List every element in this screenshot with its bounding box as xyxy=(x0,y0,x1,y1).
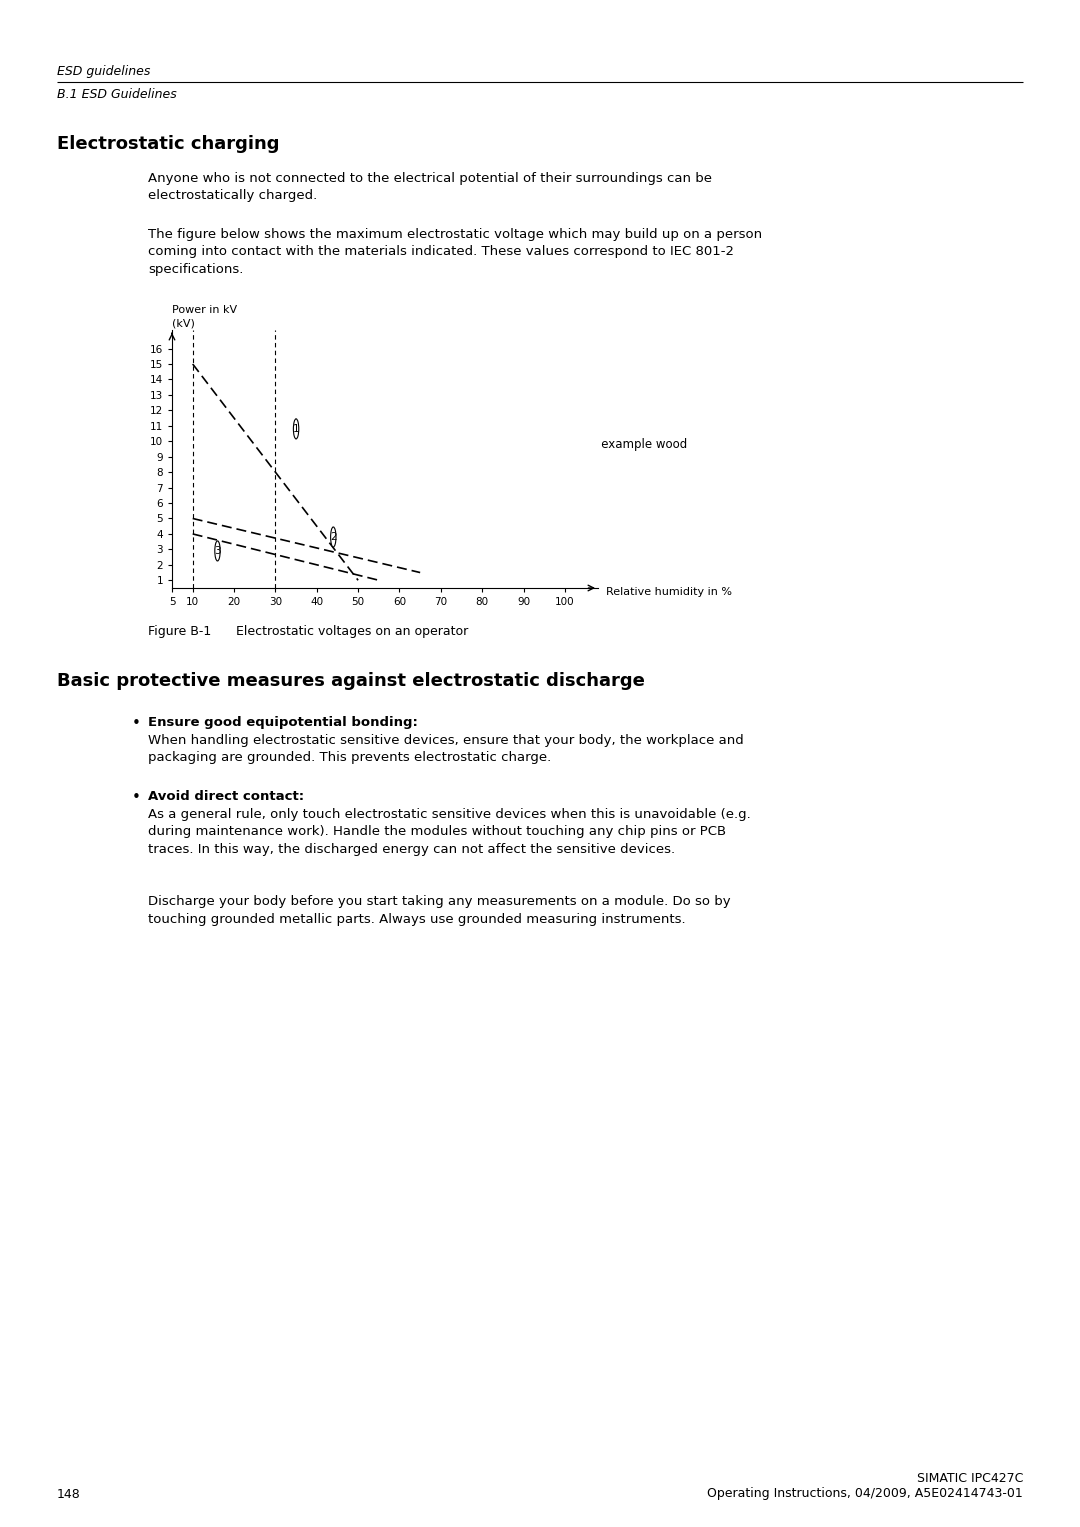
Text: The figure below shows the maximum electrostatic voltage which may build up on a: The figure below shows the maximum elect… xyxy=(148,228,762,276)
Text: 3: 3 xyxy=(446,447,454,457)
Text: SIMATIC IPC427C: SIMATIC IPC427C xyxy=(917,1472,1023,1484)
Circle shape xyxy=(215,541,220,560)
Text: Electrostatic charging: Electrostatic charging xyxy=(57,134,280,153)
Text: •: • xyxy=(132,789,140,805)
Circle shape xyxy=(443,444,457,460)
Circle shape xyxy=(330,527,336,547)
Text: Wool: Wool xyxy=(464,409,492,421)
Text: Relative humidity in %: Relative humidity in % xyxy=(606,586,732,597)
Text: Operating Instructions, 04/2009, A5E02414743-01: Operating Instructions, 04/2009, A5E0241… xyxy=(707,1487,1023,1500)
Text: Avoid direct contact:: Avoid direct contact: xyxy=(148,789,305,803)
Text: 1: 1 xyxy=(293,425,299,434)
Text: As a general rule, only touch electrostatic sensitive devices when this is unavo: As a general rule, only touch electrosta… xyxy=(148,808,751,857)
Text: 3: 3 xyxy=(214,547,220,556)
Text: 2: 2 xyxy=(330,531,337,542)
Text: Power in kV: Power in kV xyxy=(172,305,238,315)
Text: Discharge your body before you start taking any measurements on a module. Do so : Discharge your body before you start tak… xyxy=(148,895,731,925)
Text: Basic protective measures against electrostatic discharge: Basic protective measures against electr… xyxy=(57,672,645,690)
Text: Ensure good equipotential bonding:: Ensure good equipotential bonding: xyxy=(148,716,418,728)
Text: 148: 148 xyxy=(57,1487,81,1501)
Circle shape xyxy=(443,371,457,385)
Text: When handling electrostatic sensitive devices, ensure that your body, the workpl: When handling electrostatic sensitive de… xyxy=(148,734,744,765)
Text: Figure B-1: Figure B-1 xyxy=(148,625,212,638)
Text: Synthetic material: Synthetic material xyxy=(464,371,573,385)
Text: (kV): (kV) xyxy=(172,318,194,328)
Circle shape xyxy=(294,418,299,438)
Text: B.1 ESD Guidelines: B.1 ESD Guidelines xyxy=(57,89,177,101)
Text: Anyone who is not connected to the electrical potential of their surroundings ca: Anyone who is not connected to the elect… xyxy=(148,173,712,203)
Text: •: • xyxy=(132,716,140,731)
Text: Antistatic material, for example wood
or concrete: Antistatic material, for example wood or… xyxy=(464,438,687,466)
Text: 1: 1 xyxy=(446,373,454,383)
Text: ESD guidelines: ESD guidelines xyxy=(57,66,150,78)
Circle shape xyxy=(443,408,457,421)
Text: 2: 2 xyxy=(446,411,454,420)
Text: Electrostatic voltages on an operator: Electrostatic voltages on an operator xyxy=(220,625,469,638)
